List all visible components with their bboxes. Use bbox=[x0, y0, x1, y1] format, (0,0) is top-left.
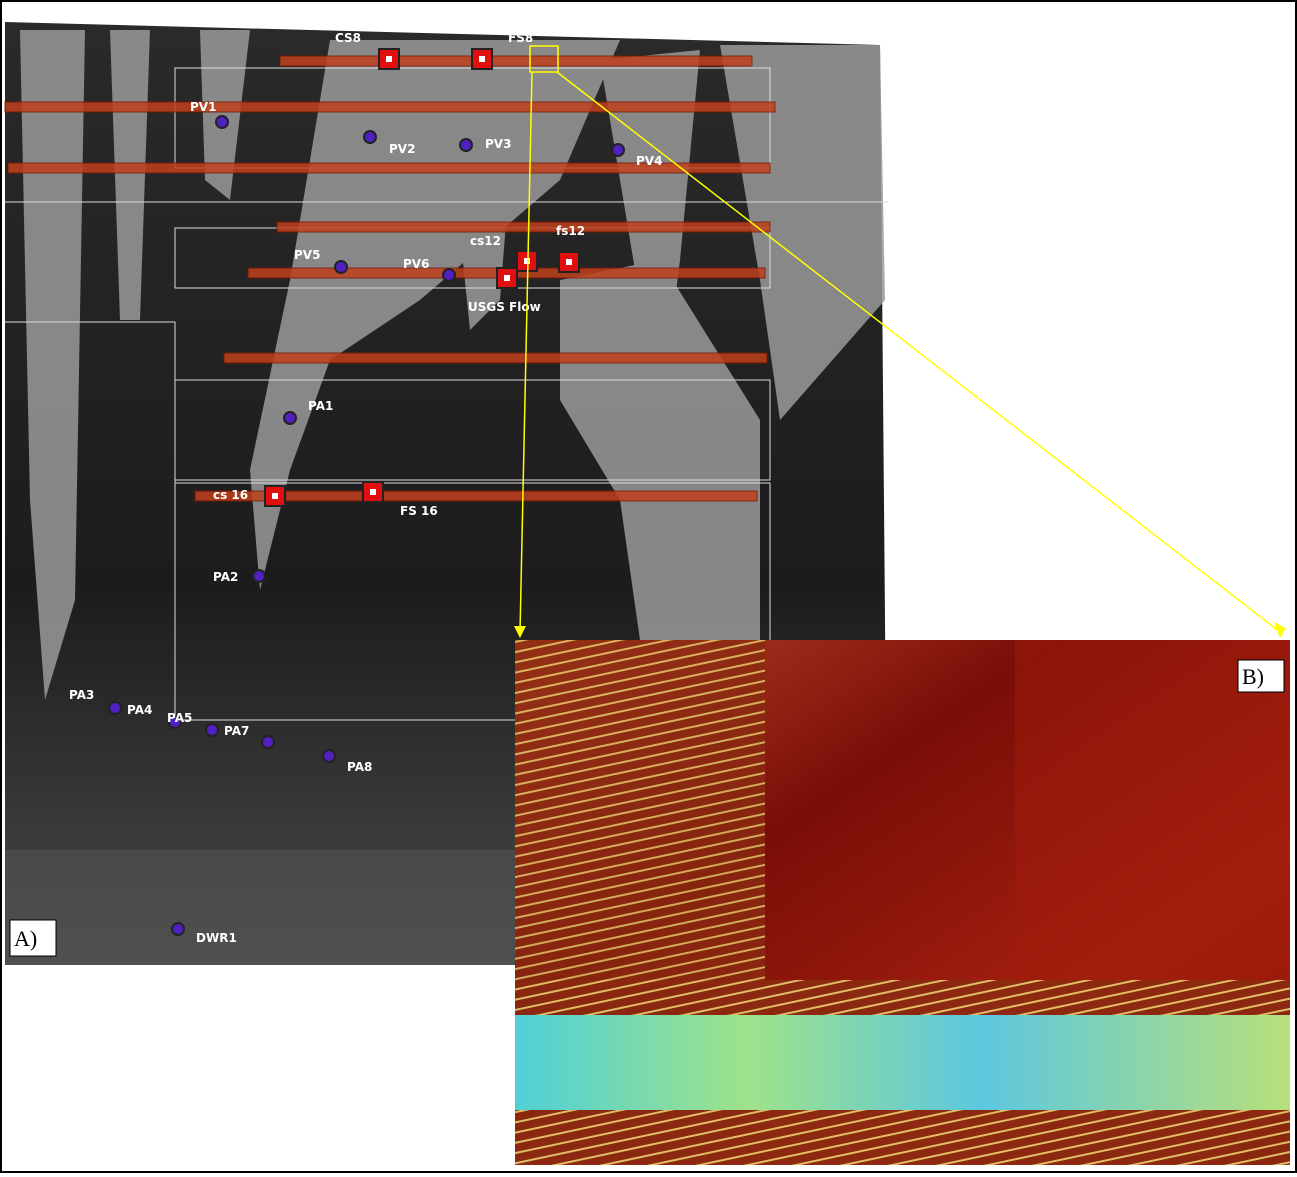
station-label: PA1 bbox=[308, 399, 333, 413]
transect bbox=[7, 162, 771, 174]
station-label: PA7 bbox=[224, 724, 249, 738]
sample-site-label: FS 16 bbox=[400, 504, 438, 518]
panel-label-box bbox=[9, 919, 57, 957]
station-marker bbox=[215, 115, 229, 129]
sample-site-center bbox=[504, 275, 510, 281]
station-marker bbox=[363, 130, 377, 144]
station-marker bbox=[205, 723, 219, 737]
panel-label-box bbox=[1237, 659, 1285, 693]
station-marker bbox=[261, 735, 275, 749]
station-label: PV1 bbox=[190, 100, 216, 114]
station-label: PV2 bbox=[389, 142, 415, 156]
zoom-line bbox=[556, 71, 1281, 633]
station-marker bbox=[171, 922, 185, 936]
station-marker bbox=[283, 411, 297, 425]
panel-label: B) bbox=[1242, 664, 1264, 689]
sample-site-label: USGS Flow bbox=[468, 300, 541, 314]
transect bbox=[279, 55, 753, 67]
station-marker bbox=[442, 268, 456, 282]
station-label: DWR1 bbox=[196, 931, 237, 945]
station-marker bbox=[611, 143, 625, 157]
station-label: PV4 bbox=[636, 154, 662, 168]
sample-site-label: FS8 bbox=[508, 31, 533, 45]
sample-site-center bbox=[386, 56, 392, 62]
station-marker bbox=[168, 715, 182, 729]
sample-site-center bbox=[566, 259, 572, 265]
station-label: PA3 bbox=[69, 688, 94, 702]
sample-site-center bbox=[272, 493, 278, 499]
sample-site-center bbox=[479, 56, 485, 62]
station-label: PA8 bbox=[347, 760, 372, 774]
station-marker bbox=[322, 749, 336, 763]
sample-site-label: cs 16 bbox=[213, 488, 248, 502]
transect bbox=[276, 221, 771, 233]
sample-site-label: CS8 bbox=[335, 31, 361, 45]
station-marker bbox=[334, 260, 348, 274]
sample-site-center bbox=[370, 489, 376, 495]
zoom-line bbox=[519, 71, 533, 633]
station-label: PV3 bbox=[485, 137, 511, 151]
station-label: PV6 bbox=[403, 257, 429, 271]
panel-b: B) bbox=[515, 640, 1290, 1165]
station-label: PA2 bbox=[213, 570, 238, 584]
transect bbox=[4, 101, 776, 113]
sample-site-label: fs12 bbox=[556, 224, 585, 238]
station-marker bbox=[252, 569, 266, 583]
station-marker bbox=[108, 701, 122, 715]
panel-label: A) bbox=[14, 926, 37, 951]
station-label: PA5 bbox=[167, 711, 192, 725]
transect bbox=[223, 352, 768, 364]
station-label: PV5 bbox=[294, 248, 320, 262]
panel-a: PV1 PV2 PV3 PV4 PV5 PV6 PA1 PA2 PA3 PA4 PA5 PA7 PA8 D… bbox=[4, 22, 1286, 965]
transect bbox=[194, 490, 758, 502]
sample-site-center bbox=[524, 258, 530, 264]
zoom-box bbox=[529, 45, 559, 73]
station-marker bbox=[459, 138, 473, 152]
sample-site-label: cs12 bbox=[470, 234, 501, 248]
station-label: PA4 bbox=[127, 703, 152, 717]
